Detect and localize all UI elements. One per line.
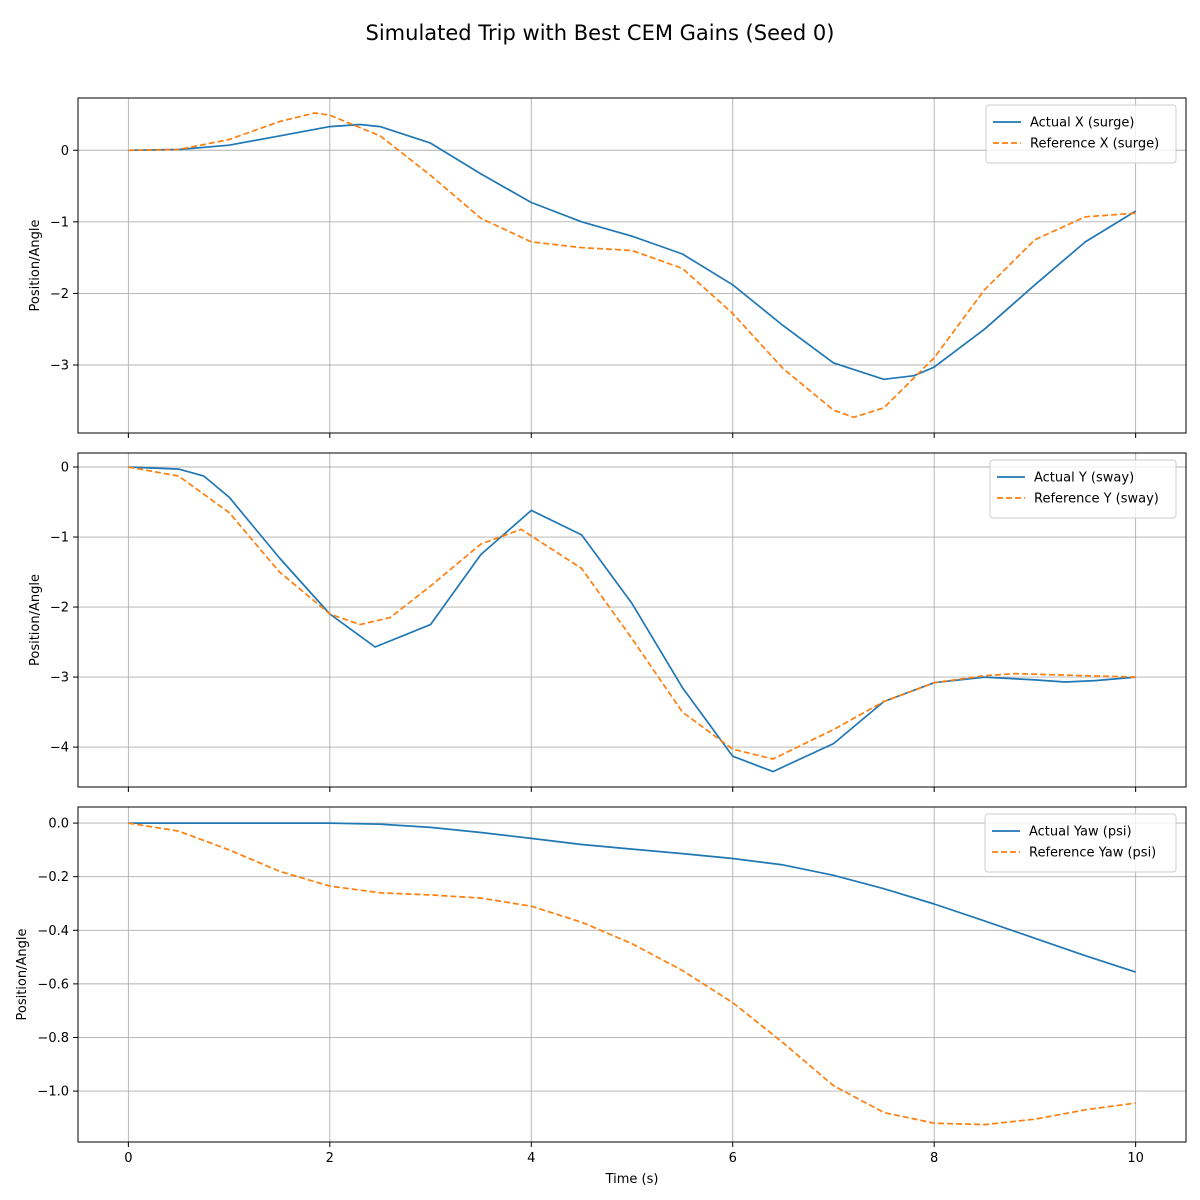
y-tick-label: −0.2 [37,870,69,885]
y-tick-label: −1.0 [37,1085,69,1100]
axes-frame [77,452,1187,788]
y-tick-label: −1 [50,531,69,546]
axes-frame [77,97,1187,434]
subplot-1: 0 −1 −2 −3 Position/Angle Actual X (surge) Ref… [28,97,1187,438]
y-axis-label: Position/Angle [28,220,43,312]
x-tick-label: 2 [326,1151,334,1166]
legend-label: Reference X (surge) [1030,137,1159,152]
x-tick-label: 4 [527,1151,535,1166]
series-line-actual [128,123,1137,381]
y-tick-label: 0 [61,144,69,159]
y-tick-label: −2 [50,601,69,616]
x-axis-label: Time (s) [605,1172,659,1187]
legend-label: Actual X (surge) [1030,116,1134,131]
subplot-3: 0 2 4 6 8 10 0.0 −0.2 −0.4 −0.6 −0.8 −1.0 Position/A… [15,806,1187,1187]
legend-label: Actual Yaw (psi) [1029,825,1132,840]
y-tick-label: −3 [50,358,69,373]
axes-frame [77,806,1187,1143]
legend: Actual Yaw (psi) Reference Yaw (psi) [984,813,1177,873]
figure-title: Simulated Trip with Best CEM Gains (Seed… [366,21,835,45]
series-line-actual [128,822,1136,973]
legend-label: Reference Y (sway) [1034,492,1159,507]
y-tick-label: −1 [50,215,69,230]
x-tick-label: 6 [729,1151,737,1166]
y-tick-label: −0.8 [37,1031,69,1046]
y-tick-label: −4 [50,741,69,756]
x-tick-label: 8 [930,1151,938,1166]
legend-box [984,813,1177,873]
legend-box [989,459,1177,519]
y-tick-label: −0.4 [37,924,69,939]
legend-label: Actual Y (sway) [1034,471,1134,486]
y-tick-label: 0.0 [48,817,69,832]
series-line-actual [128,466,1136,773]
series-line-reference [128,822,1136,1126]
y-tick-label: −3 [50,671,69,686]
x-tick-label: 0 [124,1151,132,1166]
series-line-reference [128,466,1136,760]
subplots: 0 −1 −2 −3 Position/Angle Actual X (surge) Ref… [15,97,1187,1187]
y-axis-label: Position/Angle [15,929,30,1021]
subplot-2: 0 −1 −2 −3 −4 Position/Angle Actual Y (sway) Re… [28,452,1187,792]
legend-label: Reference Yaw (psi) [1029,846,1156,861]
legend: Actual X (surge) Reference X (surge) [985,104,1177,164]
legend: Actual Y (sway) Reference Y (sway) [989,459,1177,519]
legend-box [985,104,1177,164]
y-tick-label: −2 [50,287,69,302]
y-tick-label: 0 [61,461,69,476]
y-axis-label: Position/Angle [28,574,43,666]
x-tick-label: 10 [1127,1151,1144,1166]
y-tick-label: −0.6 [37,977,69,992]
